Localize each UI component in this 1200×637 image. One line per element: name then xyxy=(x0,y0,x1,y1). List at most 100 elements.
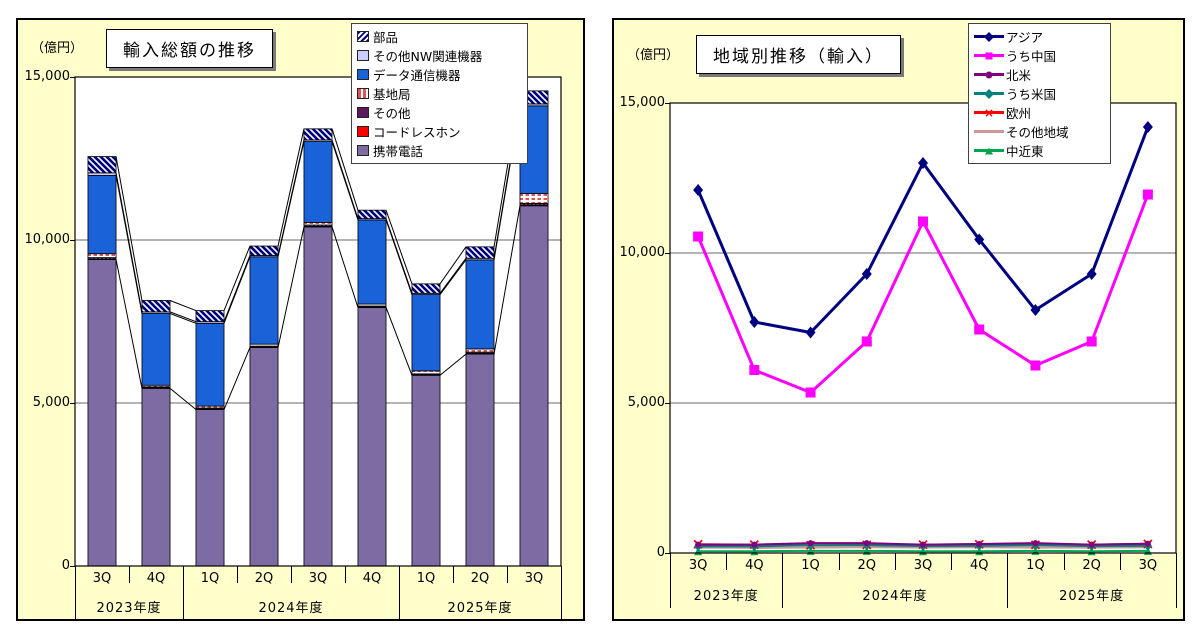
series-connector-line xyxy=(385,218,413,294)
series-connector-line xyxy=(277,226,305,348)
legend-label: その他 xyxy=(373,106,411,121)
year-group-label: 2024年度 xyxy=(862,589,928,604)
chart-region-trend: （億円） 地域別推移（輸入） アジア うち中国 北米 うち米国 × 欧州 その他地域 中近東 … xyxy=(612,18,1185,621)
y-tick-label: 10,000 xyxy=(24,232,71,247)
data-point-marker xyxy=(976,541,983,547)
legend-item: その他 xyxy=(357,103,521,122)
series-connector-line xyxy=(223,347,251,410)
data-point-marker xyxy=(1086,336,1097,347)
series-connector-line xyxy=(331,139,359,219)
series-connector-line xyxy=(115,259,143,389)
data-point-marker xyxy=(805,387,816,398)
legend-item: その他NW関連機器 xyxy=(357,46,521,65)
legend-swatch-icon xyxy=(357,88,369,99)
x-category-label: 4Q xyxy=(362,571,382,586)
year-group-label: 2024年度 xyxy=(258,601,324,616)
x-category-label: 3Q xyxy=(524,571,544,586)
axis-tick-separator xyxy=(894,553,896,570)
legend-label: 欧州 xyxy=(1006,106,1032,121)
chart-title: 地域別推移（輸入） xyxy=(696,35,901,74)
y-tick-mark xyxy=(665,253,670,254)
square-marker-icon xyxy=(985,52,993,59)
axis-tick-separator xyxy=(291,566,292,583)
data-point-marker xyxy=(974,233,985,246)
y-axis-unit-label: （億円） xyxy=(627,48,680,63)
legend-swatch-icon xyxy=(974,69,1004,80)
x-category-label: 3Q xyxy=(92,571,112,586)
legend-item: うち米国 xyxy=(974,84,1104,103)
bar-segment xyxy=(465,348,495,353)
legend-label: その他NW関連機器 xyxy=(373,49,483,64)
x-category-label: 3Q xyxy=(913,558,933,573)
axis-group-separator xyxy=(670,553,671,608)
legend-line-icon xyxy=(974,111,1004,114)
x-category-label: 2Q xyxy=(254,571,274,586)
bar-segment xyxy=(357,209,387,220)
y-tick-mark xyxy=(70,566,75,567)
y-tick-mark xyxy=(665,403,670,404)
y-tick-label: 5,000 xyxy=(627,395,665,410)
legend-label: データ通信機器 xyxy=(373,68,461,83)
x-category-label: 1Q xyxy=(1026,558,1045,573)
legend-item: 基地局 xyxy=(357,84,521,103)
legend-swatch-icon xyxy=(357,107,369,118)
series-connector-line xyxy=(169,313,197,324)
bar-segment xyxy=(303,128,333,141)
legend-swatch-icon xyxy=(974,126,1004,137)
series-connector-line xyxy=(169,387,197,410)
series-connector-line xyxy=(277,128,305,247)
legend-swatch-icon xyxy=(974,145,1004,156)
x-marker-icon: × xyxy=(983,105,995,120)
series-connector-line xyxy=(223,245,251,311)
axis-tick-separator xyxy=(237,566,238,583)
data-point-marker xyxy=(693,231,704,242)
series-connector-line xyxy=(277,139,305,256)
legend-item: うち中国 xyxy=(974,46,1104,65)
legend-swatch-icon xyxy=(974,50,1004,61)
series-connector-line xyxy=(115,156,143,301)
bar-segment xyxy=(87,259,117,567)
bar-segment xyxy=(141,313,171,386)
y-axis-unit-label: （億円） xyxy=(31,41,84,56)
circle-marker-icon xyxy=(985,71,993,78)
series-connector-line xyxy=(385,210,413,285)
data-point-marker xyxy=(807,540,814,547)
bar-segment xyxy=(303,226,333,567)
legend: 部品 その他NW関連機器 データ通信機器 基地局 その他 コードレスホン 携帯電話 xyxy=(351,23,528,164)
x-category-label: 1Q xyxy=(200,571,220,586)
x-category-label: 3Q xyxy=(1138,558,1158,573)
year-group-label: 2023年度 xyxy=(693,589,759,604)
bar-segment xyxy=(195,409,225,567)
legend-label: 部品 xyxy=(373,30,399,45)
data-point-marker xyxy=(1088,541,1095,548)
series-connector-line xyxy=(439,259,467,295)
y-tick-label: 15,000 xyxy=(619,95,666,110)
legend-swatch-icon xyxy=(974,88,1004,99)
data-point-marker xyxy=(918,157,928,169)
data-point-marker xyxy=(974,324,985,335)
x-category-label: 4Q xyxy=(969,558,989,573)
bar-segment xyxy=(249,256,279,345)
legend-swatch-icon xyxy=(357,50,369,61)
data-point-marker xyxy=(920,541,926,548)
plot-area xyxy=(669,102,1177,556)
legend-swatch-icon: × xyxy=(974,105,1004,120)
axis-tick-separator xyxy=(507,566,508,583)
series-connector-line xyxy=(331,226,359,308)
chart-title: 輸入総額の推移 xyxy=(106,29,273,68)
y-tick-mark xyxy=(665,103,670,104)
data-point-marker xyxy=(1142,121,1153,133)
legend-label: 基地局 xyxy=(373,87,411,102)
bar-segment xyxy=(303,141,333,223)
data-point-marker xyxy=(749,316,760,328)
y-tick-label: 0 xyxy=(656,545,665,560)
plot-background xyxy=(670,103,1176,553)
bar-segment xyxy=(357,219,387,305)
axis-tick-separator xyxy=(726,553,728,570)
data-point-marker xyxy=(695,541,702,548)
bar-segment xyxy=(519,193,549,204)
triangle-marker-icon xyxy=(985,147,993,154)
data-point-marker xyxy=(751,541,758,548)
legend-item: データ通信機器 xyxy=(357,65,521,84)
legend-item: 携帯電話 xyxy=(357,141,521,160)
